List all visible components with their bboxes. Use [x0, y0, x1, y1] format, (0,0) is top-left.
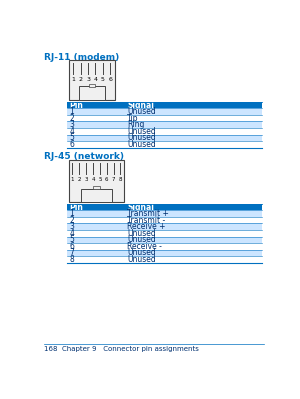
Text: Signal: Signal	[128, 203, 154, 211]
Bar	[67, 256, 262, 263]
Text: 8: 8	[119, 177, 122, 182]
Text: Receive +: Receive +	[128, 222, 166, 231]
Text: Signal: Signal	[128, 101, 154, 110]
Text: 1: 1	[70, 177, 74, 182]
Bar	[67, 223, 262, 230]
Text: Pin: Pin	[69, 203, 83, 211]
Text: 3: 3	[69, 120, 74, 129]
Bar	[67, 115, 262, 121]
Bar	[67, 134, 262, 141]
Text: 3: 3	[86, 77, 90, 82]
Text: 1: 1	[69, 107, 74, 116]
Text: 2: 2	[79, 77, 83, 82]
Text: 3: 3	[69, 222, 74, 231]
Bar	[67, 237, 262, 243]
Text: Unused: Unused	[128, 235, 156, 244]
Bar	[67, 250, 262, 256]
Text: 4: 4	[94, 77, 98, 82]
Text: 6: 6	[105, 177, 108, 182]
Bar	[81, 189, 112, 202]
Text: Tip: Tip	[128, 114, 139, 122]
Text: Transmit -: Transmit -	[128, 216, 166, 225]
Text: Pin: Pin	[69, 101, 83, 110]
Text: Unused: Unused	[128, 255, 156, 264]
Bar	[67, 204, 262, 210]
Text: Unused: Unused	[128, 249, 156, 257]
Text: RJ-45 (network): RJ-45 (network)	[44, 152, 124, 161]
Text: 4: 4	[91, 177, 95, 182]
Bar	[79, 86, 104, 100]
Text: 1: 1	[71, 77, 75, 82]
Bar	[67, 121, 262, 128]
Text: RJ-11 (modem): RJ-11 (modem)	[44, 53, 119, 61]
Text: Transmit +: Transmit +	[128, 209, 169, 218]
Bar	[67, 102, 262, 108]
Text: Unused: Unused	[128, 127, 156, 136]
Text: 168  Chapter 9   Connector pin assignments: 168 Chapter 9 Connector pin assignments	[44, 346, 199, 352]
Text: 4: 4	[69, 127, 74, 136]
Text: 3: 3	[84, 177, 88, 182]
Bar	[67, 210, 262, 217]
Text: 7: 7	[69, 249, 74, 257]
Text: Receive -: Receive -	[128, 242, 162, 251]
Text: 7: 7	[112, 177, 115, 182]
Bar	[88, 84, 95, 87]
Text: 5: 5	[69, 133, 74, 142]
Text: Unused: Unused	[128, 229, 156, 238]
Text: 5: 5	[101, 77, 105, 82]
Bar	[93, 186, 100, 190]
Text: Unused: Unused	[128, 107, 156, 116]
Text: Ring: Ring	[128, 120, 145, 129]
Text: 2: 2	[69, 216, 74, 225]
Text: 8: 8	[69, 255, 74, 264]
Text: 4: 4	[69, 229, 74, 238]
Text: 2: 2	[69, 114, 74, 122]
Bar	[67, 141, 262, 148]
Bar	[67, 243, 262, 250]
Text: 1: 1	[69, 209, 74, 218]
Text: 5: 5	[98, 177, 102, 182]
Bar	[68, 160, 124, 202]
Text: 5: 5	[69, 235, 74, 244]
Text: 2: 2	[77, 177, 81, 182]
Text: 6: 6	[69, 140, 74, 149]
Bar	[67, 108, 262, 115]
Text: 6: 6	[69, 242, 74, 251]
Bar	[67, 217, 262, 223]
Text: Unused: Unused	[128, 140, 156, 149]
Text: 6: 6	[108, 77, 112, 82]
Bar	[67, 128, 262, 134]
Text: Unused: Unused	[128, 133, 156, 142]
Bar	[68, 60, 115, 100]
Bar	[67, 230, 262, 237]
